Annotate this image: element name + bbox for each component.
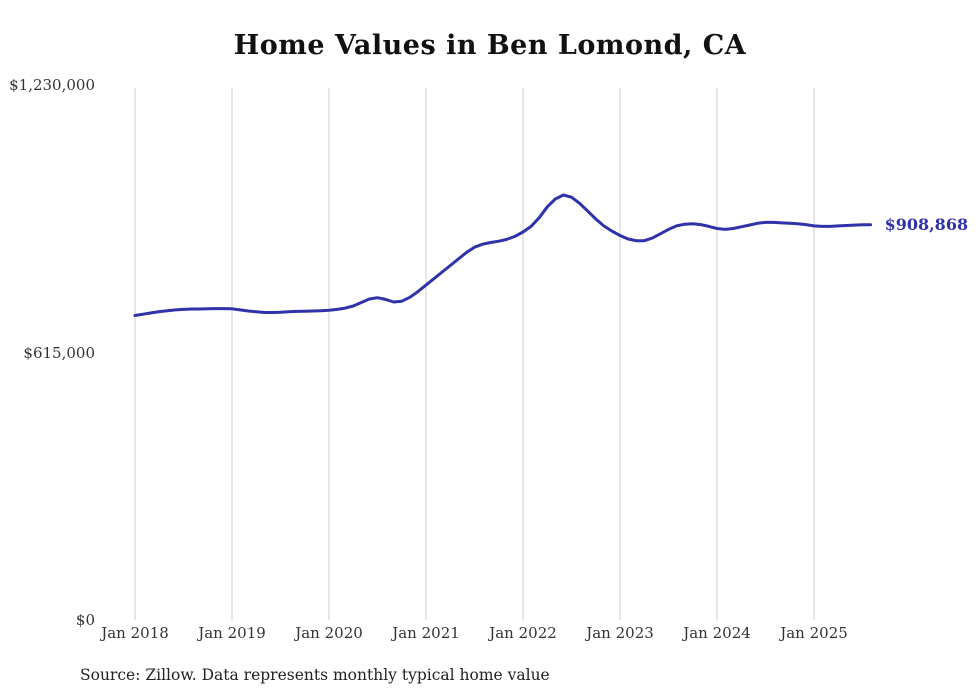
x-tick-label: Jan 2024 [683,624,751,642]
x-tick-label: Jan 2022 [489,624,557,642]
chart-title: Home Values in Ben Lomond, CA [233,30,747,61]
y-tick-label: $0 [75,611,95,629]
current-value-label: $908,868 [884,214,969,234]
y-tick-label: $1,230,000 [9,76,95,94]
gridlines-group [134,88,815,620]
x-tick-label: Jan 2018 [101,624,169,642]
y-tick-label: $615,000 [23,343,95,362]
x-tick-label: Jan 2019 [198,624,266,642]
x-tick-label: Jan 2020 [295,624,363,642]
home-value-line [133,193,873,317]
x-tick-label: Jan 2023 [586,624,654,642]
source-note: Source: Zillow. Data represents monthly … [80,666,550,684]
x-tick-label: Jan 2025 [780,624,848,642]
x-tick-label: Jan 2021 [392,624,460,642]
